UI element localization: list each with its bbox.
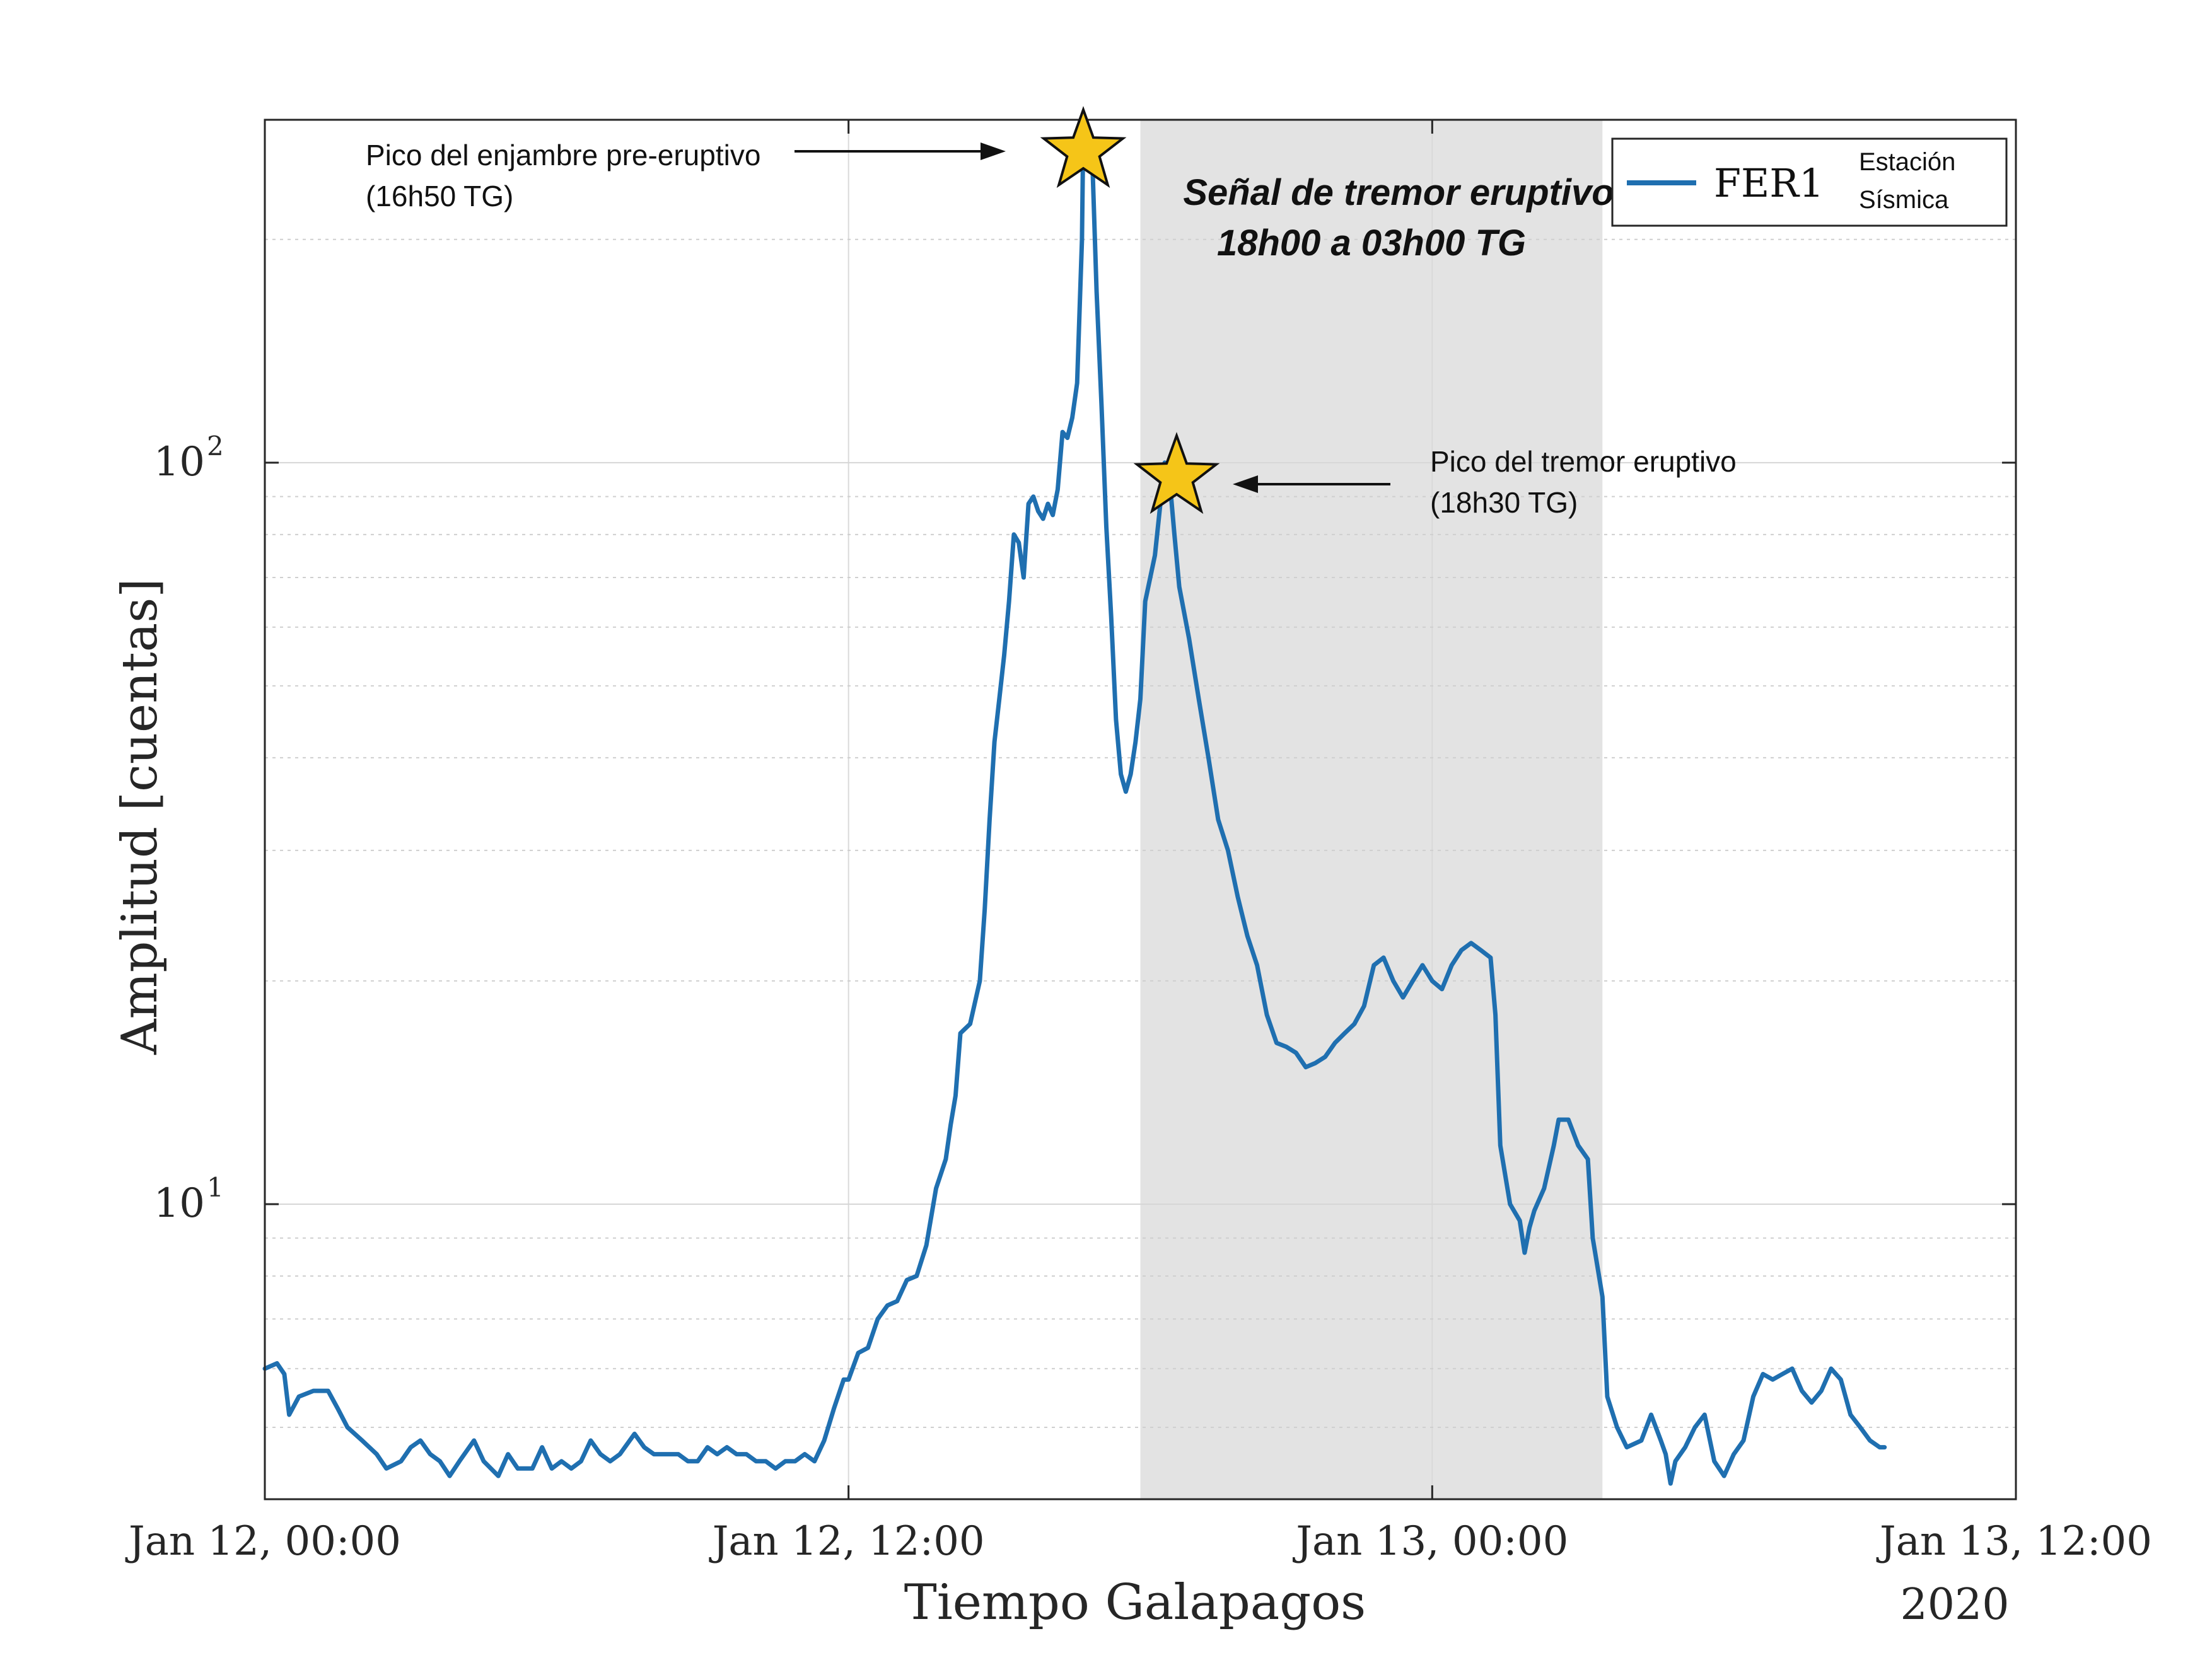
x-tick-label: Jan 13, 12:00	[1876, 1518, 2152, 1565]
y-tick-label-base: 10	[154, 439, 205, 485]
grid	[265, 120, 2016, 1499]
x-year-label: 2020	[1900, 1580, 2009, 1630]
annotation-tremor-line2: (18h30 TG)	[1430, 486, 1578, 519]
y-tick-label-exponent: 2	[207, 431, 224, 461]
x-tick-label: Jan 12, 12:00	[709, 1518, 985, 1565]
annotation-swarm-line2: (16h50 TG)	[366, 180, 513, 212]
x-tick-label: Jan 13, 00:00	[1292, 1518, 1568, 1565]
annotation-tremor-line1: Pico del tremor eruptivo	[1430, 445, 1737, 478]
legend-label: FER1	[1714, 160, 1824, 206]
shaded-region-rect	[1140, 120, 1603, 1499]
legend: FER1 Estación Sísmica	[1611, 137, 2008, 227]
axes	[264, 119, 2017, 1500]
y-tick-label-base: 10	[154, 1180, 205, 1227]
tick-labels: Jan 12, 00:00 Jan 12, 12:00 Jan 13, 00:00 J…	[125, 431, 2152, 1565]
legend-note-line2: Sísmica	[1859, 186, 1949, 214]
axes-frame	[264, 119, 2017, 1500]
star-icon-tremor	[1133, 432, 1220, 514]
annotation-swarm-arrow	[795, 142, 1006, 160]
x-axis-label: Tiempo Galapagos	[904, 1574, 1366, 1631]
x-tick-label: Jan 12, 00:00	[125, 1518, 401, 1565]
legend-note-line1: Estación	[1859, 148, 1955, 176]
region-label-line2: 18h00 a 03h00 TG	[1217, 223, 1526, 264]
stars	[1040, 106, 1220, 514]
region-label-line1: Señal de tremor eruptivo	[1183, 172, 1614, 213]
y-tick-label-exponent: 1	[207, 1172, 224, 1203]
annotation-tremor-arrow	[1233, 475, 1390, 493]
annotation-swarm-line1: Pico del enjambre pre-eruptivo	[366, 139, 760, 171]
star-icon-swarm	[1040, 106, 1127, 189]
y-axis-label: Amplitud [cuentas]	[112, 578, 168, 1055]
shaded-region	[1140, 120, 1603, 1499]
